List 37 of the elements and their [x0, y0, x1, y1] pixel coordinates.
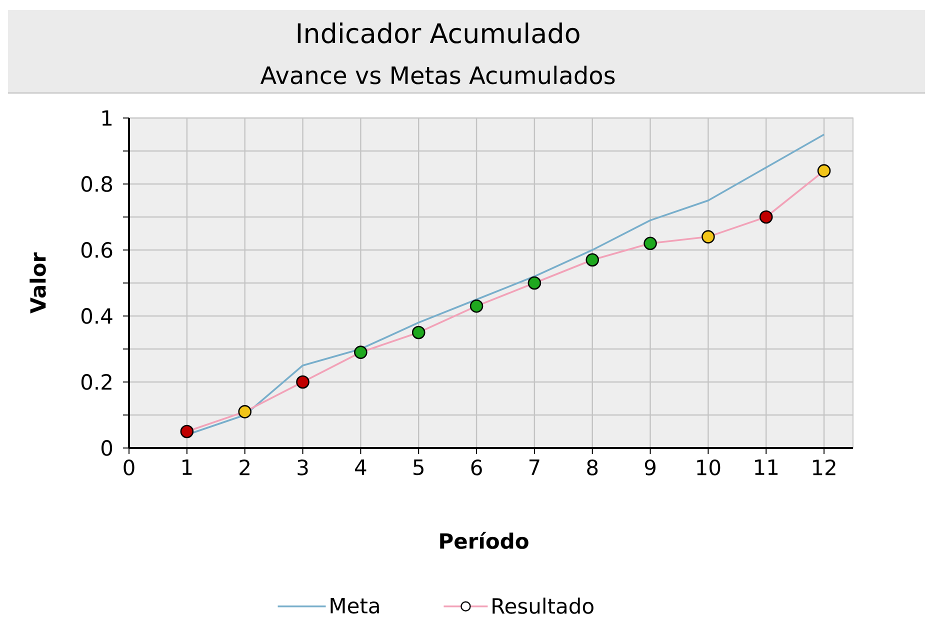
- point: [180, 424, 194, 438]
- point: [528, 276, 542, 290]
- x-tick-label: 9: [644, 460, 656, 476]
- x-tick-label: 4: [355, 460, 366, 475]
- y-tick-label: 0.4: [81, 308, 112, 324]
- y-tick-label: 0.6: [81, 242, 112, 258]
- x-tick-label: 10: [697, 460, 720, 476]
- y-axis-title: Valor: [30, 252, 46, 314]
- x-tick-label: 3: [298, 460, 308, 476]
- point: [296, 375, 310, 389]
- x-tick-label: 0: [124, 460, 134, 476]
- y-tick-label: 0.8: [81, 176, 112, 192]
- x-tick-label: 7: [529, 460, 540, 475]
- point: [238, 405, 252, 418]
- x-tick-label: 6: [471, 460, 482, 476]
- point: [354, 346, 368, 359]
- x-tick-label: 12: [812, 460, 836, 476]
- x-tick-label: 11: [755, 460, 778, 475]
- point: [817, 164, 831, 178]
- x-tick-label: 8: [587, 460, 598, 476]
- point: [412, 326, 426, 340]
- point: [702, 230, 715, 244]
- y-tick-label: 1: [102, 110, 112, 126]
- point: [470, 299, 484, 313]
- y-tick-label: 0.2: [81, 374, 112, 390]
- x-tick-label: 2: [240, 460, 250, 476]
- chart-title: Indicador Acumulado: [298, 22, 580, 44]
- legend-label: Resultado: [492, 598, 594, 614]
- x-tick-label: 1: [182, 460, 192, 475]
- point: [586, 253, 600, 267]
- x-axis-title: Período: [440, 532, 528, 549]
- y-tick-label: 0: [101, 440, 112, 456]
- point: [644, 236, 657, 250]
- x-tick-label: 5: [414, 460, 424, 476]
- chart-subtitle: Avance vs Metas Acumulados: [260, 66, 615, 84]
- point: [759, 210, 773, 224]
- legend-label: Meta: [330, 598, 379, 614]
